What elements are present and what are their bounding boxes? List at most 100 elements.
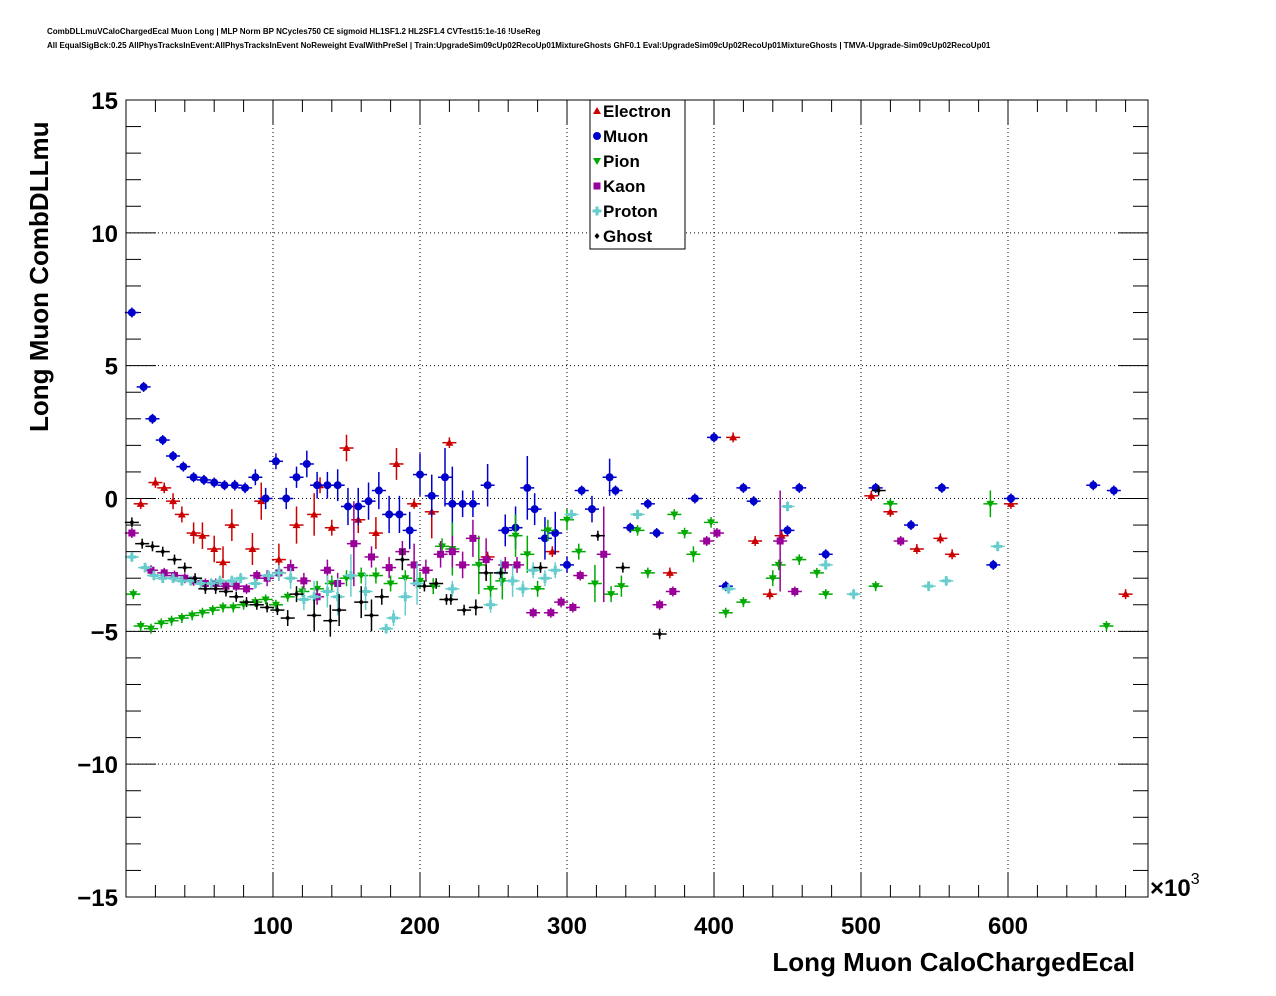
y-tick-label: 0 xyxy=(105,487,118,514)
electron-marker xyxy=(310,510,319,518)
legend-electron-icon xyxy=(593,107,601,114)
ghost-marker xyxy=(149,543,155,550)
pion-point xyxy=(520,535,535,573)
proton-marker xyxy=(299,594,309,604)
x-tick-label: 200 xyxy=(400,913,440,940)
pion-point xyxy=(765,570,780,587)
kaon-point xyxy=(665,586,680,597)
kaon-point xyxy=(699,536,714,547)
electron-point xyxy=(909,543,924,554)
chart-title-line2: All EqualSigBck:0.25 AllPhysTracksInEven… xyxy=(47,41,991,50)
electron-marker xyxy=(342,444,351,452)
proton-marker xyxy=(508,576,518,586)
muon-marker xyxy=(577,486,586,495)
muon-marker xyxy=(210,478,219,487)
muon-marker xyxy=(427,491,436,500)
pion-marker xyxy=(795,556,804,564)
ghost-point xyxy=(145,541,160,552)
muon-marker xyxy=(292,473,301,482)
x-tick-label: 500 xyxy=(841,913,881,940)
muon-marker xyxy=(364,497,373,506)
muon-point xyxy=(707,432,721,443)
kaon-point xyxy=(346,501,361,587)
pion-marker xyxy=(739,599,748,607)
electron-point xyxy=(368,517,383,549)
kaon-marker xyxy=(482,556,490,564)
pion-point xyxy=(154,618,169,629)
muon-marker xyxy=(563,560,571,569)
legend-entry-kaon: Kaon xyxy=(593,177,646,196)
muon-point xyxy=(227,479,242,491)
electron-point xyxy=(166,493,181,510)
electron-point xyxy=(339,434,354,462)
proton-point xyxy=(564,509,579,520)
kaon-point xyxy=(543,607,558,618)
proton-point xyxy=(483,596,498,613)
pion-point xyxy=(185,610,200,621)
x-tick-label: 600 xyxy=(988,913,1028,940)
ghost-point xyxy=(615,562,630,573)
proton-point xyxy=(505,564,520,597)
proton-marker xyxy=(236,573,246,583)
pion-marker xyxy=(707,519,716,527)
muon-marker xyxy=(127,308,136,317)
ghost-point xyxy=(280,610,295,627)
muon-marker xyxy=(282,494,291,503)
proton-point xyxy=(320,575,335,608)
electron-point xyxy=(662,567,677,579)
proton-point xyxy=(204,578,219,589)
muon-point xyxy=(640,498,655,509)
pion-marker xyxy=(643,569,652,577)
proton-point xyxy=(248,578,263,589)
pion-marker xyxy=(177,615,186,623)
kaon-point xyxy=(382,556,397,579)
legend-pion-label: Pion xyxy=(603,152,640,171)
proton-marker xyxy=(168,573,178,583)
kaon-marker xyxy=(350,540,358,548)
ghost-point xyxy=(590,530,605,541)
kaon-point xyxy=(652,599,667,610)
ghost-marker xyxy=(160,548,166,555)
ghost-marker xyxy=(294,591,300,598)
pion-point xyxy=(508,514,523,557)
y-axis-title: Long Muon CombDLLmu xyxy=(24,122,54,432)
muon-marker xyxy=(385,510,394,519)
pion-marker xyxy=(871,583,880,591)
ghost-point xyxy=(871,485,886,496)
series-pion xyxy=(126,490,1114,634)
electron-point xyxy=(224,509,239,542)
proton-point xyxy=(386,610,401,627)
proton-point xyxy=(990,541,1005,552)
muon-marker xyxy=(783,526,792,535)
proton-point xyxy=(343,554,358,597)
electron-point xyxy=(289,506,304,544)
electron-marker xyxy=(136,499,145,507)
kaon-marker xyxy=(253,572,261,580)
muon-point xyxy=(124,307,139,318)
electron-marker xyxy=(548,547,557,555)
ghost-marker xyxy=(274,607,280,614)
kaon-marker xyxy=(656,601,664,609)
muon-marker xyxy=(416,470,424,479)
electron-point xyxy=(933,533,948,544)
electron-point xyxy=(945,549,960,560)
pion-point xyxy=(530,580,545,597)
proton-marker xyxy=(361,586,371,596)
electron-marker xyxy=(210,544,219,552)
kaon-marker xyxy=(713,529,721,537)
proton-point xyxy=(445,580,460,597)
ghost-marker xyxy=(448,596,454,603)
electron-point xyxy=(307,493,322,536)
muon-point xyxy=(136,381,151,392)
ghost-point xyxy=(218,586,233,597)
pion-marker xyxy=(229,604,238,612)
kaon-point xyxy=(893,536,908,547)
legend: Electron Muon Pion Kaon Proton Ghost xyxy=(589,99,686,250)
pion-point xyxy=(368,567,383,584)
muon-point xyxy=(548,511,563,555)
muon-point xyxy=(498,514,513,547)
ghost-marker xyxy=(379,593,385,600)
muon-marker xyxy=(540,534,549,543)
kaon-marker xyxy=(897,537,905,545)
series-ghost xyxy=(124,485,886,640)
